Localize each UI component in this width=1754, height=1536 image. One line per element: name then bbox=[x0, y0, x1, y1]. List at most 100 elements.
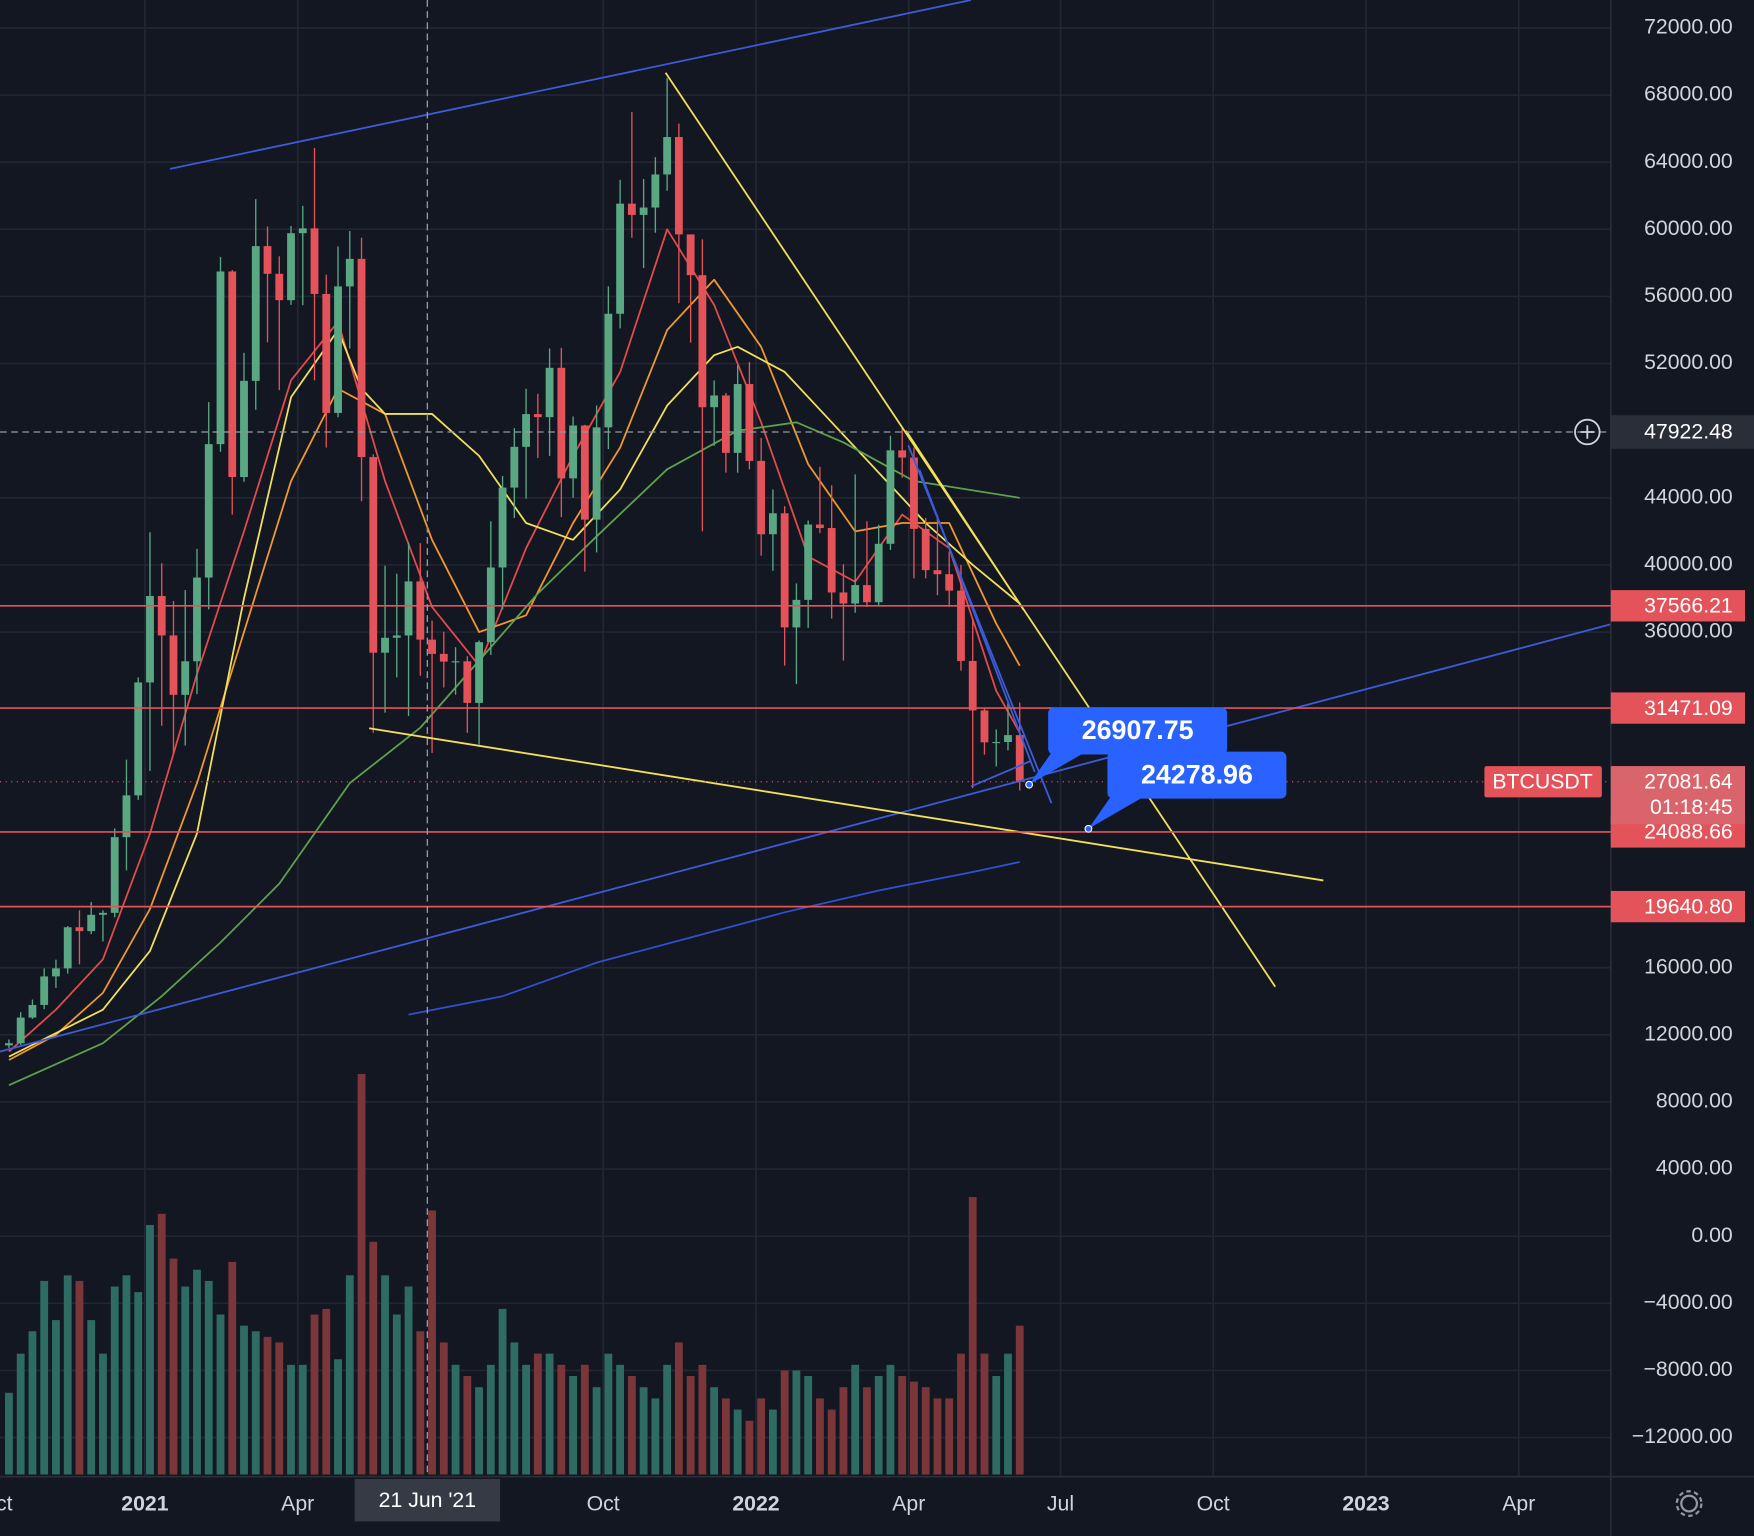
candle-body bbox=[557, 367, 566, 479]
volume-bar bbox=[733, 1409, 742, 1475]
volume-bar bbox=[992, 1376, 1001, 1475]
candle-body bbox=[87, 914, 96, 932]
callout-anchor bbox=[1084, 824, 1093, 833]
volume-bar bbox=[804, 1376, 813, 1475]
candle-body bbox=[110, 837, 119, 913]
volume-bar bbox=[957, 1353, 965, 1475]
y-tick-label: 40000.00 bbox=[1644, 552, 1733, 576]
candle-body bbox=[639, 207, 648, 215]
volume-bar bbox=[357, 1073, 366, 1475]
x-tick-label: 2022 bbox=[732, 1491, 779, 1515]
candle-body bbox=[522, 414, 531, 447]
trend-line bbox=[0, 623, 1611, 1053]
candle-body bbox=[580, 425, 589, 520]
volume-bar bbox=[674, 1342, 683, 1475]
candle-body bbox=[921, 528, 930, 571]
candle-body bbox=[181, 661, 190, 695]
level-badge bbox=[1610, 590, 1746, 622]
candle-body bbox=[240, 380, 248, 478]
candle-body bbox=[134, 682, 143, 796]
volume-bar bbox=[816, 1398, 824, 1475]
volume-bar bbox=[698, 1364, 707, 1475]
candle-body bbox=[99, 912, 107, 915]
callout-box bbox=[1048, 707, 1228, 755]
y-tick-label: 52000.00 bbox=[1644, 350, 1733, 374]
volume-bar bbox=[216, 1314, 225, 1475]
volume-bar bbox=[381, 1275, 389, 1475]
candle-body bbox=[498, 487, 507, 568]
crosshair-price-label: 47922.48 bbox=[1644, 420, 1733, 444]
candle-body bbox=[592, 427, 601, 520]
volume-bar bbox=[28, 1331, 37, 1475]
volume-bar bbox=[945, 1398, 954, 1475]
volume-bar bbox=[345, 1275, 354, 1475]
callout-label: 24278.96 bbox=[1141, 759, 1253, 789]
volume-bar bbox=[745, 1420, 754, 1475]
settings-icon[interactable] bbox=[1675, 1490, 1703, 1517]
candle-body bbox=[804, 524, 813, 600]
candle-body bbox=[416, 581, 425, 640]
candle-body bbox=[5, 1043, 13, 1046]
volume-bar bbox=[933, 1398, 942, 1475]
volume-bar bbox=[157, 1213, 166, 1475]
volume-bar bbox=[768, 1409, 777, 1475]
candle-body bbox=[475, 642, 483, 703]
volume-bar bbox=[1015, 1325, 1024, 1475]
add-alert-button[interactable] bbox=[1574, 418, 1601, 446]
volume-bar bbox=[52, 1320, 60, 1475]
candle-body bbox=[287, 233, 295, 301]
volume-bar bbox=[910, 1381, 918, 1475]
volume-bar bbox=[5, 1392, 13, 1475]
candle-body bbox=[428, 639, 436, 654]
candle-body bbox=[616, 203, 625, 314]
moving-average bbox=[408, 861, 1020, 1016]
candle-body bbox=[357, 258, 366, 458]
drawings bbox=[0, 0, 1611, 1053]
y-tick-label: −12000.00 bbox=[1632, 1424, 1733, 1448]
volume-bar bbox=[486, 1364, 495, 1475]
candle-body bbox=[945, 574, 954, 591]
last-price-label: 27081.64 bbox=[1644, 769, 1733, 793]
volume-bar bbox=[863, 1387, 871, 1475]
candle-body bbox=[451, 661, 460, 663]
candle-body bbox=[780, 513, 789, 628]
volume-bar bbox=[263, 1336, 272, 1475]
candle-body bbox=[827, 528, 836, 593]
candle-body bbox=[910, 457, 918, 529]
volume-bar bbox=[334, 1359, 342, 1475]
candle-body bbox=[275, 273, 284, 301]
volume-bar bbox=[968, 1197, 977, 1475]
volume-bar bbox=[146, 1224, 154, 1475]
candle-body bbox=[40, 976, 49, 1005]
y-tick-label: 68000.00 bbox=[1644, 82, 1733, 106]
candle-body bbox=[992, 741, 1001, 744]
candle-body bbox=[533, 414, 542, 418]
candle-body bbox=[674, 137, 683, 235]
candle-body bbox=[439, 653, 448, 662]
candle-body bbox=[193, 577, 201, 662]
volume-bar bbox=[980, 1353, 989, 1475]
candle-body bbox=[733, 384, 742, 453]
volume-bar bbox=[686, 1376, 695, 1475]
volume-bar bbox=[827, 1409, 836, 1475]
x-tick-label: Oct bbox=[587, 1491, 620, 1515]
candle-body bbox=[345, 258, 354, 287]
volume-bar bbox=[275, 1342, 284, 1475]
candle-body bbox=[957, 590, 965, 661]
candle-body bbox=[75, 927, 84, 932]
y-tick-label: 64000.00 bbox=[1644, 149, 1733, 173]
candle-body bbox=[157, 596, 166, 636]
candle-body bbox=[721, 395, 730, 453]
candle-body bbox=[886, 450, 895, 544]
trend-line bbox=[918, 469, 1036, 773]
crosshair-time-badge bbox=[354, 1478, 501, 1522]
volume-bar bbox=[721, 1398, 730, 1475]
x-tick-label: Apr bbox=[892, 1491, 925, 1515]
y-tick-label: 16000.00 bbox=[1644, 954, 1733, 978]
y-tick-label: 56000.00 bbox=[1644, 283, 1733, 307]
candle-body bbox=[510, 446, 519, 488]
candle-body bbox=[298, 228, 307, 234]
volume-bar bbox=[287, 1364, 295, 1475]
volume-bar bbox=[710, 1387, 719, 1475]
volume-bar bbox=[240, 1325, 248, 1475]
